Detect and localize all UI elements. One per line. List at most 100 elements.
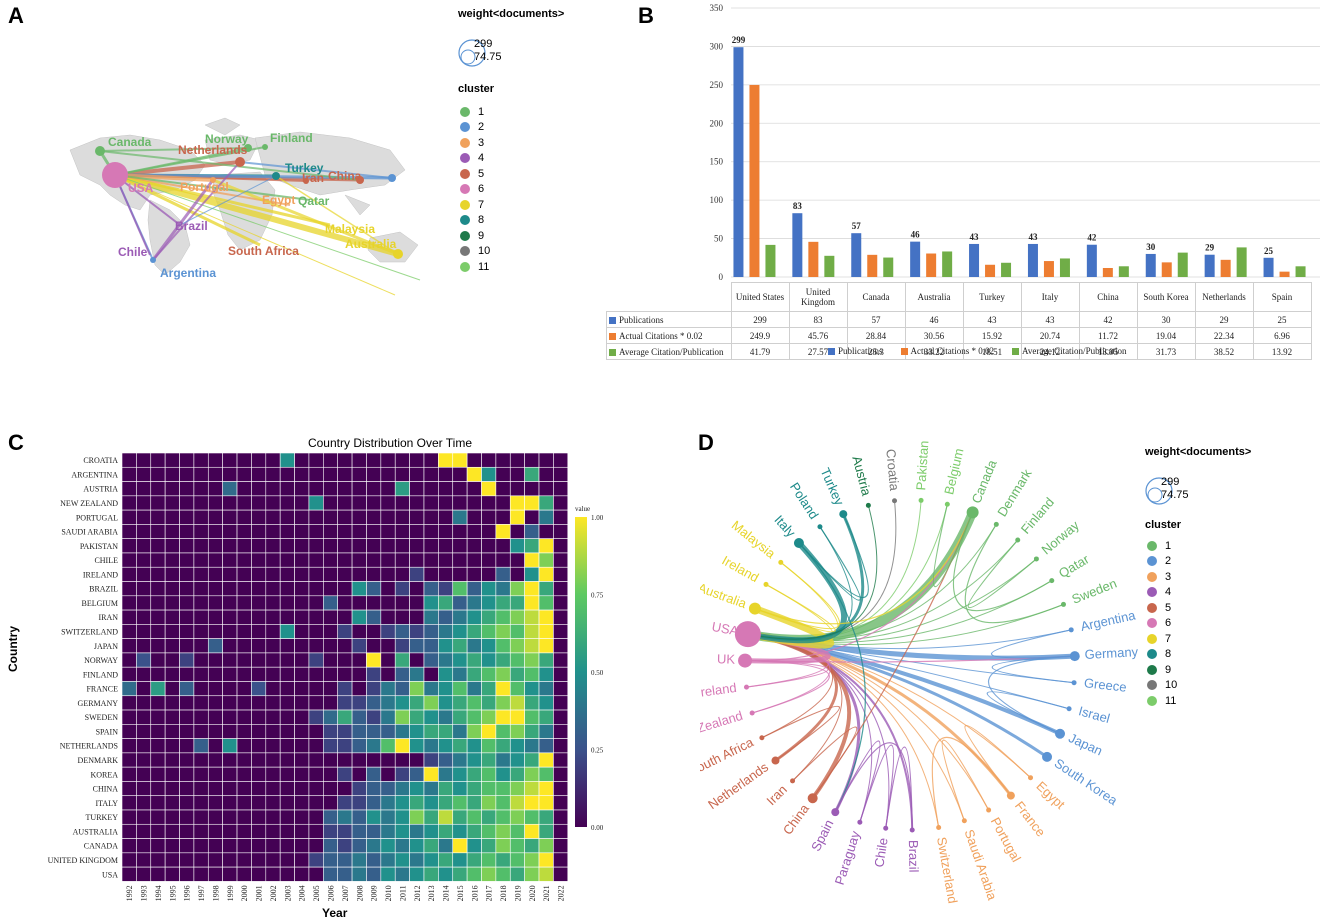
heat-cell [150, 795, 166, 811]
heat-cell [351, 581, 367, 597]
heat-cell [164, 724, 180, 739]
heat-cell [337, 452, 353, 468]
map-edge [114, 174, 396, 296]
heat-cell [236, 681, 252, 697]
heat-cell [150, 581, 166, 597]
map-labels: Canada Norway Finland Netherlands Turkey… [108, 131, 397, 280]
heat-cell [207, 866, 223, 882]
heat-cell [279, 566, 295, 582]
heat-cell [538, 495, 554, 511]
heat-cell [366, 509, 382, 525]
heat-cell [509, 838, 525, 854]
heat-cell [179, 495, 195, 511]
heat-cell [136, 666, 152, 682]
heat-cell [495, 538, 511, 554]
heat-cell [251, 795, 267, 811]
heat-cell [351, 495, 367, 511]
heat-year-label: 2018 [499, 885, 508, 901]
heat-cell [495, 681, 511, 697]
heat-cell [481, 809, 497, 825]
heat-cell [553, 823, 569, 839]
heat-cell [150, 638, 166, 654]
heat-cell [380, 781, 396, 797]
heat-cell [553, 452, 569, 468]
heat-cell [509, 495, 525, 511]
bar-chart: 0 50 100 150 200 250 300 350 299 83 57 46 43 43 42 30 29… [710, 3, 1320, 282]
chord-node [961, 818, 967, 824]
heat-cell [409, 866, 425, 882]
heat-cell [251, 595, 267, 611]
heat-cell [553, 538, 569, 554]
heat-cell [236, 795, 252, 811]
heat-cell [380, 666, 396, 682]
heat-cell [236, 709, 252, 725]
heat-cell [394, 766, 410, 782]
heat-cell [351, 566, 367, 582]
chord-node [966, 506, 979, 519]
chord-edge [967, 539, 1037, 609]
legend-d-cluster-7: 7 [1147, 631, 1177, 647]
heat-cell [207, 538, 223, 554]
heat-cell [121, 524, 137, 539]
heat-cell [394, 466, 410, 482]
heat-cell [179, 624, 195, 639]
heat-cell [279, 866, 295, 882]
heat-cell [136, 509, 152, 525]
heat-cell [409, 795, 425, 811]
chord-edges [744, 500, 1075, 830]
table-cell: 20.74 [1020, 327, 1080, 344]
heat-cell [495, 581, 511, 597]
map-node-usa [102, 162, 128, 188]
heat-cell [524, 652, 540, 668]
heat-country-label: CHILE [94, 556, 118, 565]
map-label-china: China [328, 169, 362, 183]
heat-cell [323, 795, 339, 811]
heat-cell [121, 752, 137, 768]
heat-cell [423, 866, 439, 882]
heat-cell [351, 738, 367, 754]
heat-cell [351, 481, 367, 497]
table-header-cell: South Korea [1136, 282, 1196, 312]
heat-cell [553, 666, 569, 682]
chord-node [790, 778, 796, 784]
heat-cell [279, 823, 295, 839]
heat-cell [121, 595, 137, 611]
heat-cell [265, 738, 281, 754]
heat-cell [294, 852, 310, 868]
heat-cell [207, 823, 223, 839]
heat-cell [323, 595, 339, 611]
heat-year-label: 1992 [125, 885, 134, 901]
heat-cell [323, 809, 339, 825]
heat-cell [538, 581, 554, 597]
heat-cell [466, 638, 482, 654]
heat-cell [509, 609, 525, 625]
bar-ytick: 50 [714, 234, 724, 244]
heat-cell [538, 538, 554, 554]
heat-cell [222, 795, 238, 811]
table-cell: 31.73 [1136, 343, 1196, 360]
table-cell: 38.52 [1194, 343, 1254, 360]
heat-cell [538, 709, 554, 725]
bar-ytick: 150 [710, 157, 724, 167]
heat-cell [553, 609, 569, 625]
heat-cell [323, 681, 339, 697]
heat-cell [394, 566, 410, 582]
legend-a-cluster-dot [460, 246, 470, 257]
heat-cell [481, 666, 497, 682]
table-cell: 299 [730, 311, 790, 328]
heat-cell [222, 781, 238, 797]
heat-cell [265, 795, 281, 811]
heat-cell [121, 695, 137, 711]
heat-cell [394, 652, 410, 668]
heat-cell [193, 695, 209, 711]
heat-cell [236, 466, 252, 482]
heat-cell [179, 795, 195, 811]
heat-cell [294, 738, 310, 754]
heat-cell [337, 809, 353, 825]
chord-edge [931, 736, 1012, 828]
heat-cell [308, 466, 324, 482]
heat-cell [193, 495, 209, 511]
heat-cell [179, 866, 195, 882]
heat-cell [121, 552, 137, 568]
heat-cell [308, 652, 324, 668]
